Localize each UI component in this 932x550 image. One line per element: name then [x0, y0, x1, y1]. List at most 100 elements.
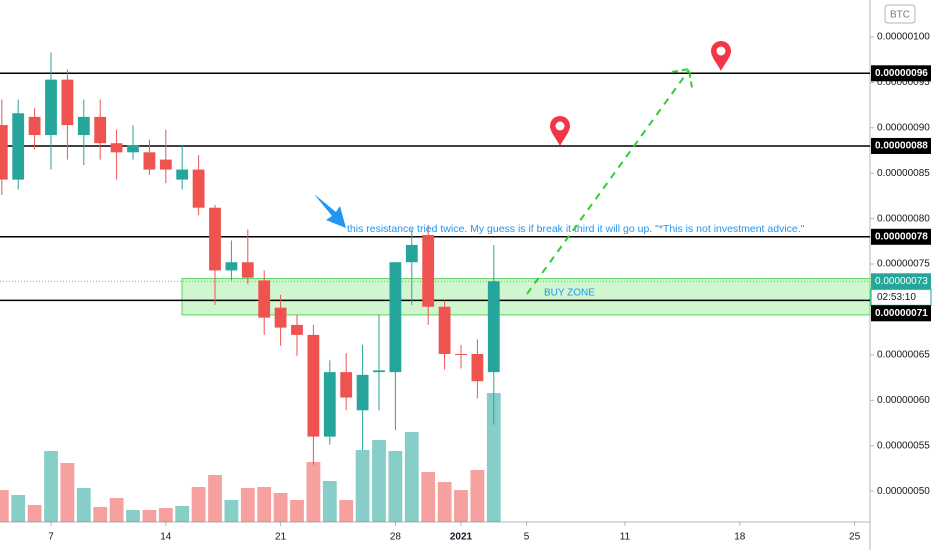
level-label: 0.00000071 — [875, 308, 928, 319]
candle-body — [45, 79, 57, 136]
level-label: 0.00000096 — [875, 68, 928, 79]
x-tick-label: 25 — [849, 532, 861, 543]
candle-body — [110, 143, 123, 153]
buy-zone — [181, 278, 871, 316]
candle-body — [307, 334, 320, 437]
volume-bar — [208, 475, 222, 522]
candle-body — [241, 262, 254, 278]
annotation-arrow — [314, 194, 346, 228]
volume-bar — [240, 488, 255, 522]
buy-zone-label: BUY ZONE — [544, 287, 595, 298]
candle-body — [291, 324, 303, 335]
volume-bar — [44, 451, 58, 522]
candle-body — [143, 152, 156, 170]
volume-bar — [0, 490, 9, 522]
level-box — [871, 305, 931, 322]
unit-badge — [884, 4, 916, 24]
level-label: 0.00000088 — [875, 141, 928, 152]
candle-body — [471, 353, 484, 382]
candle-body — [405, 244, 418, 263]
volume-bar — [142, 510, 157, 522]
candle-body — [258, 280, 271, 318]
candle-body — [323, 372, 336, 437]
x-tick-label: 21 — [275, 532, 287, 543]
volume-bar — [486, 393, 501, 522]
volume-bar — [257, 487, 272, 522]
volume-bar — [11, 495, 26, 522]
target-pin-hole — [555, 121, 565, 131]
candle-body — [225, 262, 238, 271]
last-price-box — [871, 273, 931, 290]
volume-bar — [355, 450, 370, 522]
candle-body — [487, 281, 500, 373]
y-tick-label: 0.00000050 — [877, 486, 930, 497]
volume-bar — [60, 463, 75, 522]
candle-body — [455, 353, 467, 355]
y-tick-label: 0.00000085 — [877, 168, 930, 179]
y-tick-label: 0.00000090 — [877, 122, 930, 133]
last-price-label: 0.00000073 — [875, 276, 928, 287]
x-tick-label: 2021 — [450, 532, 473, 543]
volume-bar — [437, 482, 452, 522]
candle-body — [61, 79, 74, 126]
candle-body — [209, 207, 221, 271]
y-tick-label: 0.00000095 — [877, 77, 930, 88]
y-tick-label: 0.00000100 — [877, 32, 930, 43]
volume-bar — [421, 472, 436, 522]
volume-bar — [339, 500, 354, 522]
level-box — [871, 137, 931, 154]
candle-body — [340, 372, 353, 398]
candle-body — [77, 116, 90, 136]
x-tick-label: 11 — [620, 532, 631, 543]
volume-bar — [158, 508, 173, 522]
target-pin — [550, 116, 570, 146]
volume-bar — [306, 462, 321, 522]
candle-body — [274, 307, 287, 328]
volume-bar — [454, 490, 468, 522]
candle-body — [12, 113, 25, 180]
candle-body — [176, 169, 189, 180]
candle-body — [192, 169, 205, 208]
candle-body — [127, 145, 139, 153]
volume-bar — [404, 432, 419, 522]
candle-body — [389, 262, 402, 373]
level-box — [871, 228, 931, 245]
volume-bar — [273, 493, 288, 522]
countdown-label: 02:53:10 — [877, 292, 916, 303]
annotation: this resistance tried twice. My guess is… — [347, 223, 805, 235]
y-tick-label: 0.00000065 — [877, 350, 930, 361]
candle-body — [356, 374, 369, 411]
y-tick-label: 0.00000080 — [877, 213, 930, 224]
level-label: 0.00000078 — [875, 231, 928, 242]
candle-body — [28, 116, 41, 136]
volume-bar — [109, 498, 124, 522]
y-tick-label: 0.00000060 — [877, 395, 930, 406]
volume-bar — [372, 440, 386, 522]
volume-bar — [76, 488, 91, 522]
y-tick-label: 0.00000075 — [877, 259, 930, 270]
candle-body — [422, 234, 435, 307]
volume-bar — [126, 510, 140, 522]
x-tick-label: 28 — [390, 532, 402, 543]
volume-bar — [93, 507, 108, 522]
volume-bar — [322, 481, 337, 522]
unit-label: BTC — [890, 10, 910, 21]
volume-bar — [191, 487, 206, 522]
candle-body — [0, 125, 8, 180]
target-pin — [711, 41, 731, 71]
candle-body — [94, 116, 107, 144]
volume-bar — [290, 500, 304, 522]
y-tick-label: 0.00000055 — [877, 440, 930, 451]
x-tick-label: 7 — [48, 532, 54, 543]
projection-head — [671, 67, 693, 89]
volume-bar — [27, 505, 42, 522]
candle-body — [373, 370, 385, 373]
projection-line — [526, 69, 690, 295]
volume-bar — [388, 451, 403, 522]
x-tick-label: 18 — [734, 532, 746, 543]
target-pin-hole — [716, 46, 726, 56]
volume-bar — [175, 506, 190, 522]
x-tick-label: 5 — [524, 532, 530, 543]
volume-bar — [224, 500, 239, 522]
